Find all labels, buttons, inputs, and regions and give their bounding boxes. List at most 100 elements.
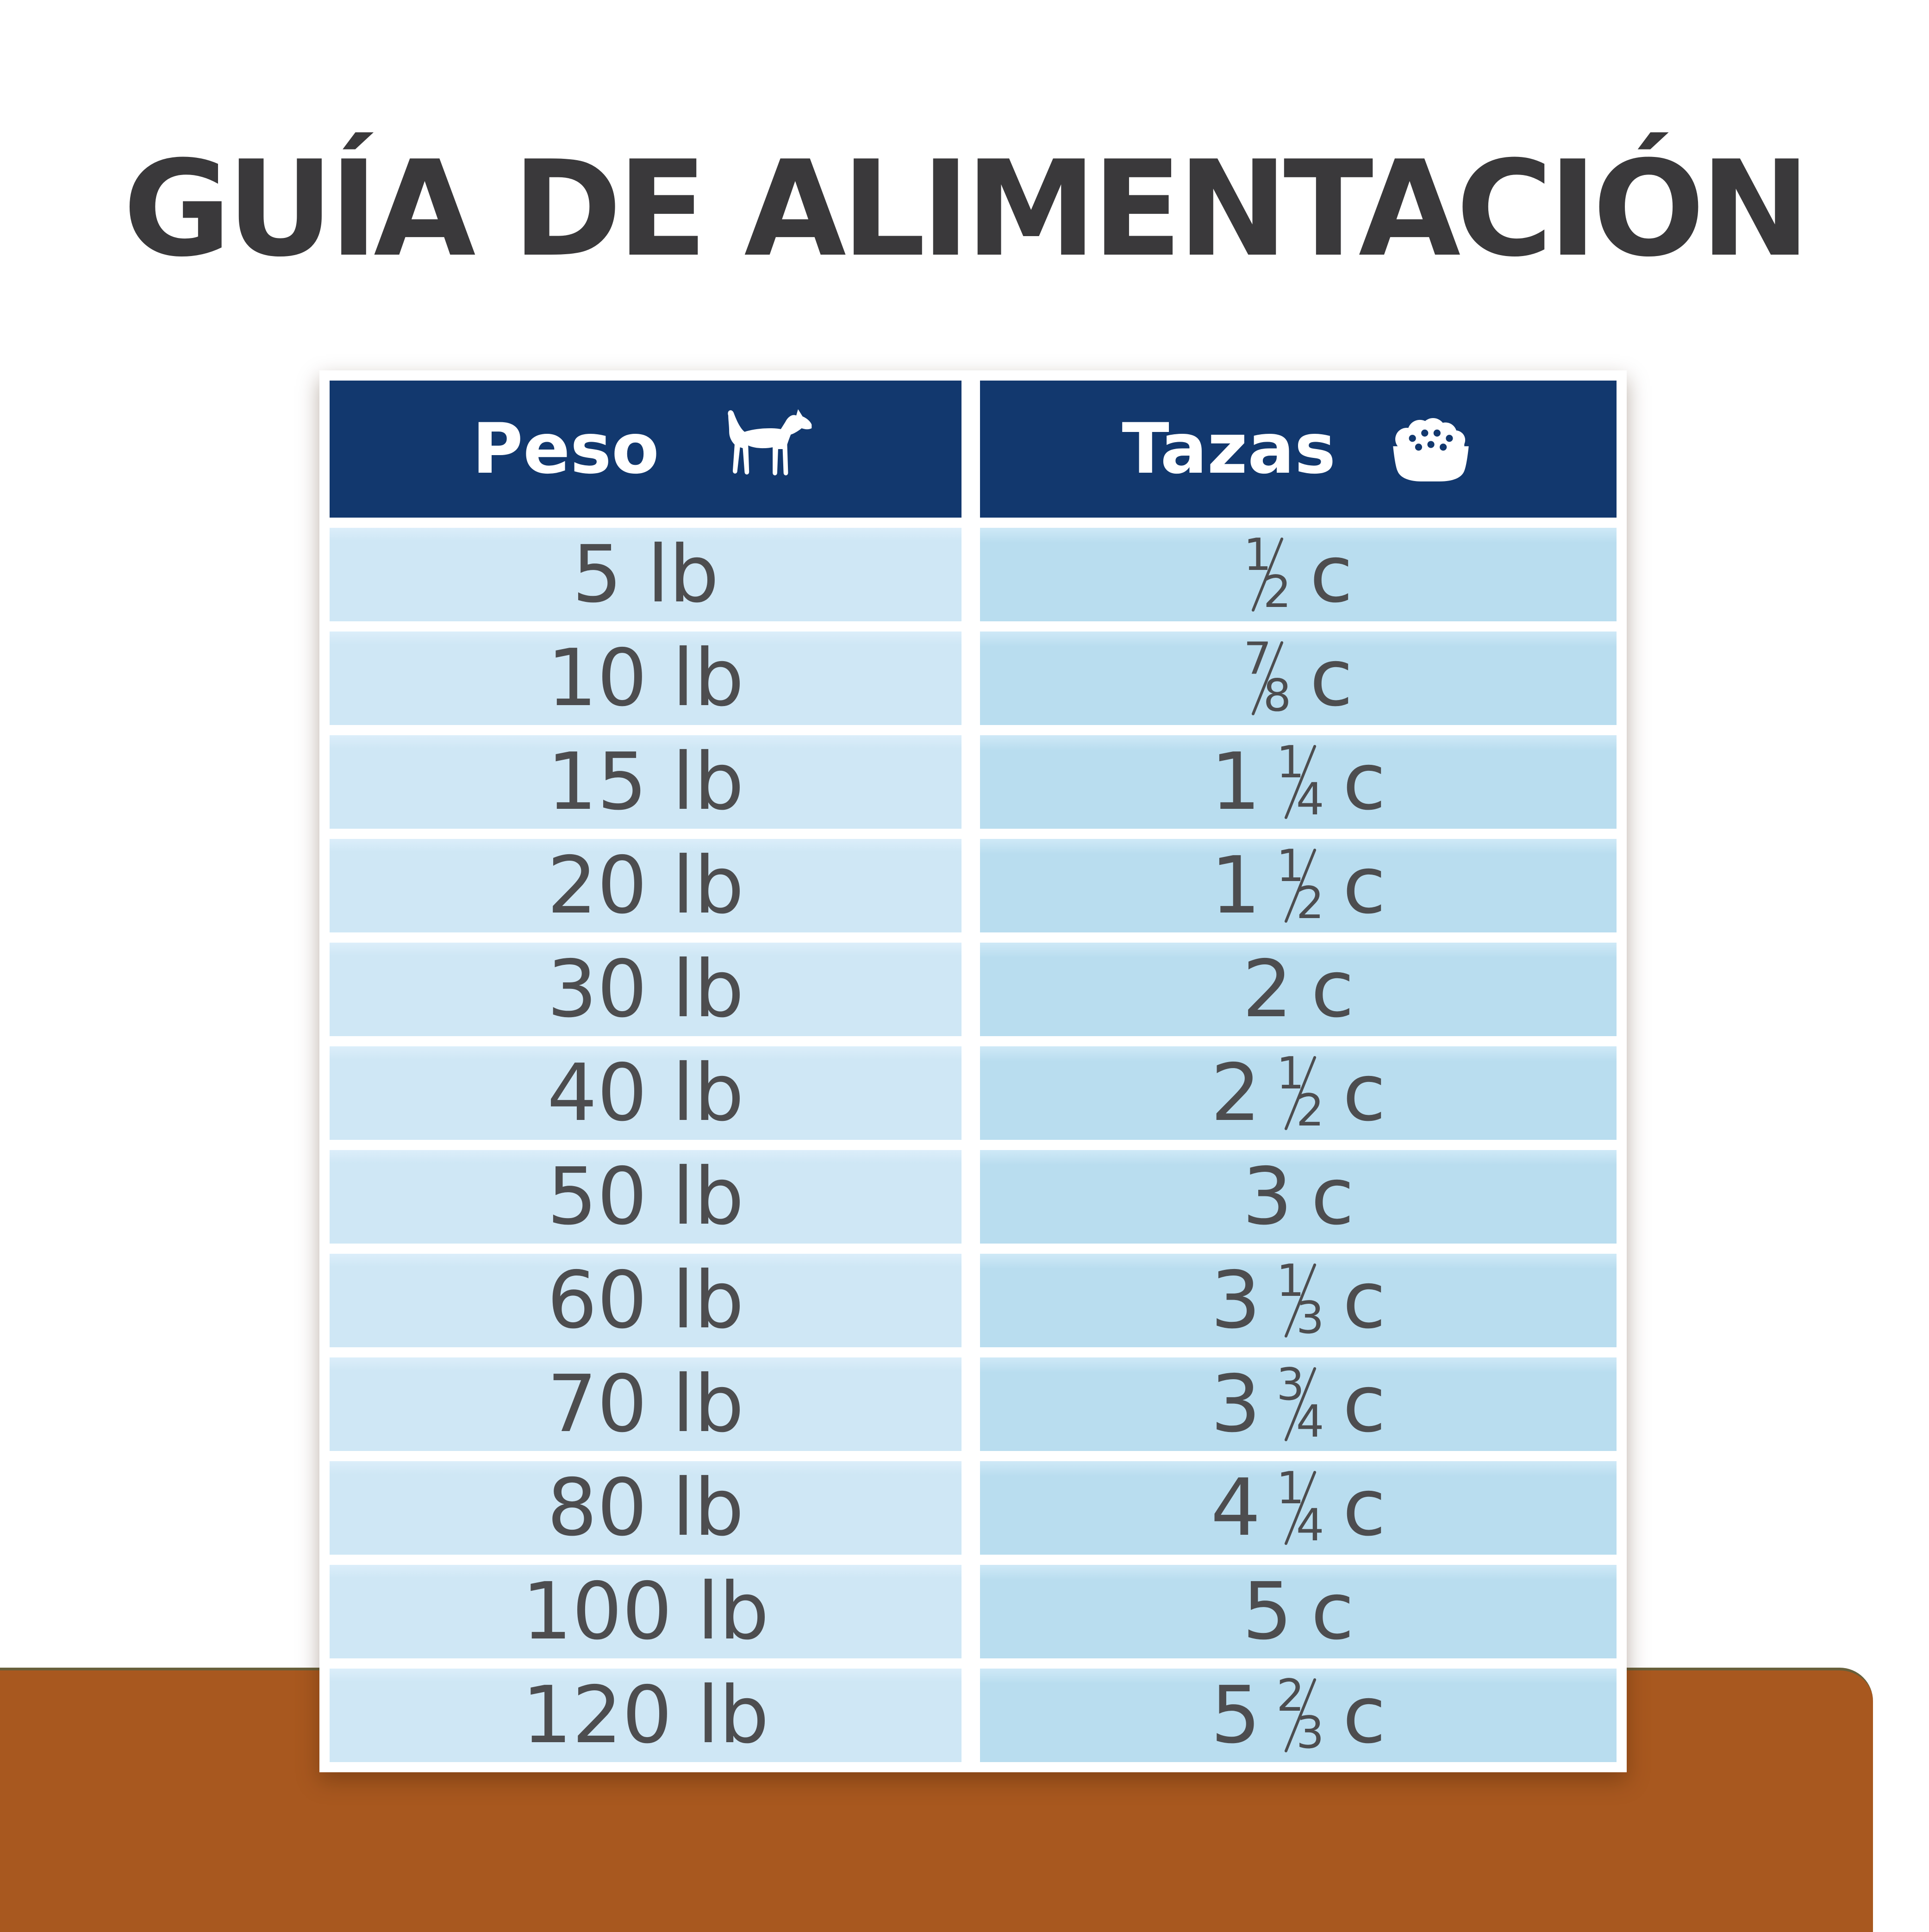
weight-value: 80 lb bbox=[547, 1462, 744, 1554]
cups-unit: c bbox=[1311, 944, 1355, 1035]
weight-cell: 80 lb bbox=[330, 1461, 961, 1555]
fraction-numerator: 1 bbox=[1276, 1463, 1305, 1514]
cups-whole-number: 3 bbox=[1211, 1358, 1261, 1450]
weight-value: 5 lb bbox=[572, 529, 719, 620]
cups-unit: c bbox=[1342, 1358, 1386, 1450]
weight-value: 120 lb bbox=[522, 1669, 769, 1761]
cups-whole-number: 4 bbox=[1211, 1462, 1261, 1554]
page-title: GUÍA DE ALIMENTACIÓN bbox=[123, 132, 1811, 286]
cups-whole-number: 3 bbox=[1211, 1255, 1261, 1346]
fraction-denominator: 2 bbox=[1296, 877, 1324, 929]
fraction-numerator: 1 bbox=[1276, 737, 1305, 788]
weight-value: 70 lb bbox=[547, 1358, 744, 1450]
weight-value: 100 lb bbox=[522, 1566, 769, 1657]
weight-cell: 20 lb bbox=[330, 839, 961, 932]
fraction-numerator: 1 bbox=[1276, 1255, 1305, 1307]
fraction-denominator: 4 bbox=[1296, 1396, 1324, 1447]
fraction-numerator: 1 bbox=[1276, 840, 1305, 892]
weight-cell: 50 lb bbox=[330, 1150, 961, 1244]
cups-unit: c bbox=[1311, 1151, 1355, 1243]
weight-value: 40 lb bbox=[547, 1047, 744, 1139]
fraction-numerator: 2 bbox=[1276, 1670, 1305, 1721]
cups-unit: c bbox=[1310, 632, 1353, 724]
cups-unit: c bbox=[1342, 1669, 1386, 1761]
cups-whole-number: 3 bbox=[1242, 1151, 1292, 1243]
cups-unit: c bbox=[1342, 1462, 1386, 1554]
weight-cell: 10 lb bbox=[330, 631, 961, 725]
fraction-numerator: 1 bbox=[1276, 1048, 1305, 1099]
cups-unit: c bbox=[1310, 529, 1353, 620]
weight-value: 30 lb bbox=[547, 944, 744, 1035]
weight-cell: 100 lb bbox=[330, 1565, 961, 1658]
weight-cell: 5 lb bbox=[330, 528, 961, 621]
fraction-numerator: 1 bbox=[1243, 529, 1272, 581]
fraction-denominator: 4 bbox=[1296, 1500, 1324, 1551]
weight-value: 10 lb bbox=[547, 632, 744, 724]
fraction-denominator: 2 bbox=[1296, 1085, 1324, 1136]
weight-value: 15 lb bbox=[547, 736, 744, 828]
peso-header-label: Peso bbox=[472, 409, 659, 489]
fraction-denominator: 4 bbox=[1296, 774, 1324, 825]
feeding-guide-table: Peso Tazas bbox=[319, 370, 1627, 1772]
cups-whole-number: 1 bbox=[1211, 736, 1261, 828]
cups-unit: c bbox=[1342, 840, 1386, 932]
fraction-denominator: 3 bbox=[1296, 1292, 1324, 1344]
cups-unit: c bbox=[1342, 1255, 1386, 1346]
cups-unit: c bbox=[1342, 736, 1386, 828]
fraction-numerator: 7 bbox=[1243, 633, 1272, 684]
weight-value: 60 lb bbox=[547, 1255, 744, 1346]
weight-cell: 70 lb bbox=[330, 1357, 961, 1451]
dog-icon bbox=[710, 404, 819, 494]
fraction-denominator: 2 bbox=[1263, 566, 1292, 618]
header-cell-peso: Peso bbox=[330, 381, 961, 518]
fraction-numerator: 3 bbox=[1276, 1359, 1305, 1410]
weight-value: 50 lb bbox=[547, 1151, 744, 1243]
cups-whole-number: 5 bbox=[1211, 1669, 1261, 1761]
weight-cell: 15 lb bbox=[330, 735, 961, 829]
weight-cell: 40 lb bbox=[330, 1046, 961, 1140]
cups-whole-number: 5 bbox=[1242, 1566, 1292, 1657]
food-bowl-icon bbox=[1387, 411, 1475, 488]
fraction-denominator: 8 bbox=[1263, 670, 1292, 721]
weight-cell: 30 lb bbox=[330, 943, 961, 1036]
weight-cell: 120 lb bbox=[330, 1669, 961, 1762]
weight-value: 20 lb bbox=[547, 840, 744, 932]
header-cell-tazas: Tazas bbox=[980, 381, 1617, 518]
fraction-denominator: 3 bbox=[1296, 1707, 1324, 1758]
cups-whole-number: 2 bbox=[1211, 1047, 1261, 1139]
cups-whole-number: 2 bbox=[1242, 944, 1292, 1035]
cups-unit: c bbox=[1311, 1566, 1355, 1657]
cups-unit: c bbox=[1342, 1047, 1386, 1139]
